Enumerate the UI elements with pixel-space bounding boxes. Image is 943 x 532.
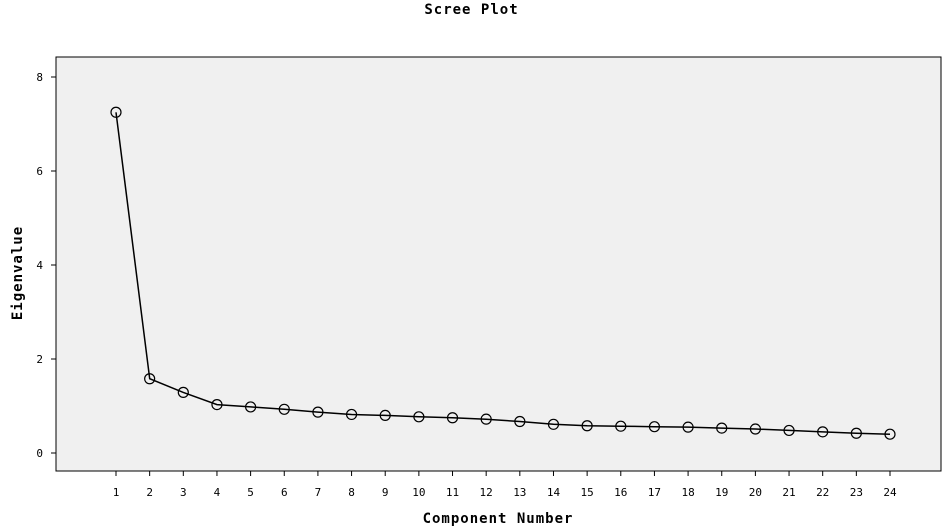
x-tick-label: 15 (581, 486, 594, 499)
x-tick-label: 9 (382, 486, 389, 499)
data-point (716, 422, 728, 434)
y-tick-label: 8 (36, 71, 43, 84)
data-point (817, 426, 829, 438)
data-point (211, 398, 223, 411)
series-line (115, 112, 891, 435)
data-point (177, 386, 189, 398)
data-point (446, 412, 459, 424)
data-point (615, 420, 627, 432)
data-point (144, 373, 156, 385)
data-point (514, 415, 526, 428)
x-tick-label: 16 (614, 486, 627, 499)
x-tick-label: 17 (648, 486, 661, 499)
data-point (783, 424, 795, 437)
data-point (749, 423, 761, 435)
data-point (850, 427, 862, 439)
x-tick-label: 23 (850, 486, 863, 499)
x-tick-label: 21 (782, 486, 795, 499)
data-point (648, 421, 661, 433)
y-tick-label: 0 (36, 447, 43, 460)
y-axis: 0 2 4 6 8 (36, 71, 56, 460)
data-point (278, 403, 290, 415)
x-tick-label: 20 (749, 486, 762, 499)
data-point (581, 420, 593, 432)
data-point (547, 418, 560, 430)
eigenvalue-series (110, 106, 896, 440)
data-point (245, 401, 257, 413)
x-tick-label: 18 (681, 486, 694, 499)
y-tick-label: 6 (36, 165, 43, 178)
x-tick-label: 14 (547, 486, 561, 499)
x-tick-label: 8 (348, 486, 355, 499)
data-point (480, 413, 492, 425)
x-tick-label: 6 (281, 486, 288, 499)
data-point (110, 106, 122, 118)
y-tick-label: 2 (36, 353, 43, 366)
x-tick-label: 2 (146, 486, 153, 499)
x-tick-label: 19 (715, 486, 728, 499)
x-tick-label: 22 (816, 486, 829, 499)
x-tick-label: 10 (412, 486, 425, 499)
x-tick-label: 3 (180, 486, 187, 499)
x-tick-label: 12 (480, 486, 493, 499)
x-tick-label: 7 (315, 486, 322, 499)
data-point (379, 409, 391, 421)
x-tick-label: 4 (214, 486, 221, 499)
x-tick-label: 1 (113, 486, 120, 499)
y-axis-label: Eigenvalue (10, 226, 26, 320)
x-tick-label: 13 (513, 486, 526, 499)
data-point (312, 406, 324, 418)
x-tick-label: 11 (446, 486, 459, 499)
data-point (884, 428, 896, 440)
x-tick-label: 5 (247, 486, 254, 499)
data-point (345, 408, 358, 421)
x-axis: 1 2 3 4 5 6 7 8 9 10 11 12 13 14 15 16 17 18 19 20 21 22 23 24 (113, 471, 897, 499)
data-point (682, 421, 694, 433)
y-tick-label: 4 (36, 259, 43, 272)
chart-title: Scree Plot (424, 2, 519, 18)
data-point (413, 411, 425, 423)
x-tick-label: 24 (883, 486, 897, 499)
plot-area (55, 56, 942, 472)
x-axis-label: Component Number (423, 511, 574, 527)
